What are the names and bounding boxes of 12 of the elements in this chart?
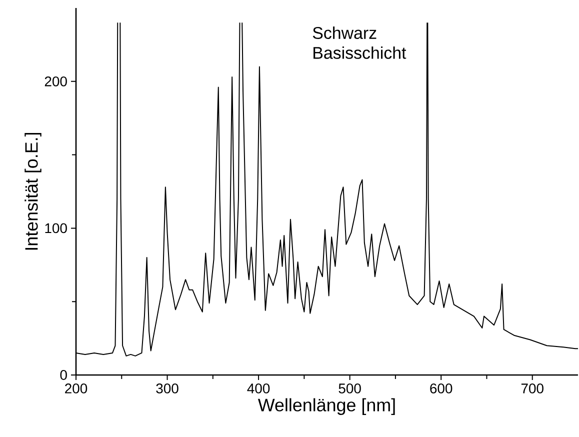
annotation: Schwarz Basisschicht xyxy=(312,26,406,59)
y-tick-label: 0 xyxy=(60,370,67,380)
x-tick-label: 200 xyxy=(65,384,88,394)
x-tick-label: 300 xyxy=(156,384,178,394)
x-tick-label: 600 xyxy=(430,384,452,394)
y-tick-label: 100 xyxy=(45,223,67,234)
x-tick-label: 500 xyxy=(338,384,361,394)
x-axis-title: Wellenlänge [nm] xyxy=(258,398,395,415)
x-tick-label: 400 xyxy=(247,384,270,394)
y-axis-title: Intensität [o.E.] xyxy=(24,132,42,250)
x-tick-label: 700 xyxy=(521,384,544,394)
y-tick-label: 200 xyxy=(44,76,67,86)
